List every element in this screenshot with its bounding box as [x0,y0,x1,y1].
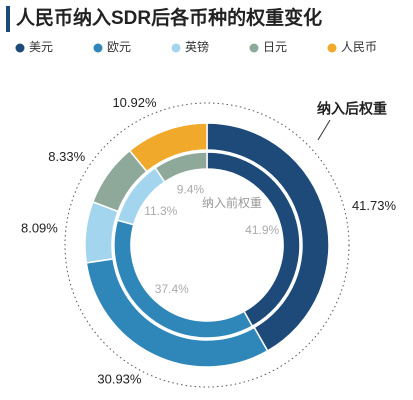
donut-segment [128,122,208,173]
leader-line [317,119,331,141]
value-label: 37.4% [155,282,189,296]
dotted-ring [64,102,350,388]
ring-label: 纳入前权重 [202,195,262,210]
value-label: 8.09% [21,220,58,235]
value-label: 9.4% [177,183,205,197]
title-accent [6,6,10,32]
legend-label: 人民币 [341,40,377,54]
legend-swatch [249,43,259,53]
ring-label: 纳入后权重 [317,101,387,117]
value-label: 41.73% [352,198,397,213]
legend-label: 日元 [263,40,287,54]
legend-swatch [327,43,337,53]
chart-title: 人民币纳入SDR后各币种的权重变化 [16,6,322,29]
value-label: 41.9% [245,223,279,237]
value-label: 11.3% [144,204,177,218]
value-label: 10.92% [112,95,157,110]
legend-swatch [171,43,181,53]
legend-label: 欧元 [107,40,131,54]
legend-swatch [15,43,25,53]
value-label: 8.33% [48,149,85,164]
legend-swatch [93,43,103,53]
donut-segment [154,151,208,183]
legend-label: 美元 [29,40,53,54]
legend-label: 英镑 [185,39,209,54]
value-label: 30.93% [97,371,142,386]
